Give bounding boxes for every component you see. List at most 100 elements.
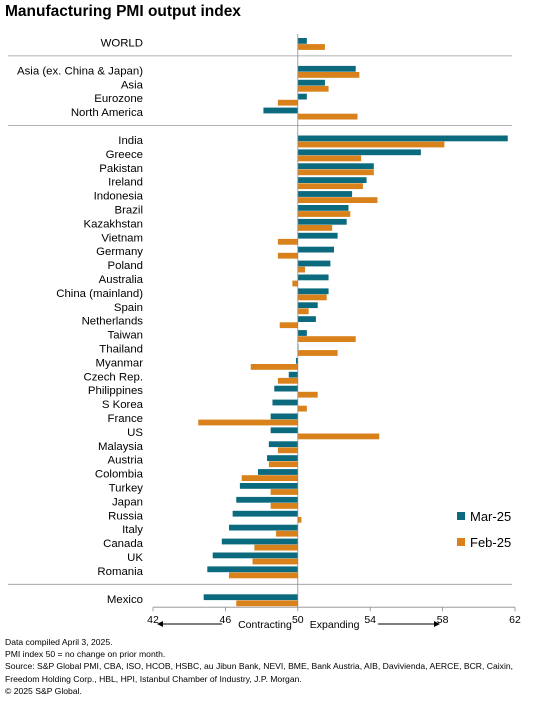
category-label: Vietnam — [101, 232, 143, 244]
bar-mar-25-japan — [236, 496, 298, 503]
bar-feb-25-czech-rep- — [277, 377, 298, 384]
category-label: S Korea — [102, 399, 144, 411]
bar-mar-25-myanmar — [295, 357, 298, 364]
chart-title: Manufacturing PMI output index — [5, 3, 241, 20]
expanding-label: Expanding — [310, 619, 360, 631]
bar-feb-25-uk — [252, 558, 298, 565]
bar-mar-25-ireland — [297, 177, 367, 183]
bar-mar-25-s-korea — [272, 399, 298, 406]
category-label: Ireland — [108, 177, 143, 189]
bar-feb-25-taiwan — [297, 336, 356, 342]
bar-mar-25-indonesia — [297, 191, 353, 197]
category-label: Italy — [122, 524, 143, 536]
bar-mar-25-vietnam — [297, 232, 338, 239]
category-label: Malaysia — [98, 441, 144, 453]
category-label: Asia — [121, 79, 144, 91]
bar-mar-25-india — [297, 135, 508, 142]
bar-feb-25-malaysia — [277, 447, 298, 454]
category-label: Asia (ex. China & Japan) — [17, 65, 143, 77]
bar-mar-25-canada — [221, 538, 298, 545]
bar-mar-25-taiwan — [297, 330, 307, 336]
bar-mar-25-mexico — [203, 594, 298, 601]
bar-mar-25-pakistan — [297, 163, 374, 170]
bar-feb-25-mexico — [236, 600, 298, 607]
category-label: Russia — [108, 510, 143, 522]
bar-feb-25-france — [198, 419, 298, 426]
category-label: Philippines — [88, 385, 143, 397]
bar-mar-25-romania — [207, 566, 298, 573]
bar-feb-25-north-america — [297, 113, 358, 120]
contracting-arrowhead — [157, 621, 163, 627]
bar-feb-25-canada — [254, 544, 298, 551]
category-label: Netherlands — [82, 316, 144, 328]
category-label: Mexico — [107, 594, 143, 606]
bar-feb-25-turkey — [270, 489, 298, 495]
pmi-bar-chart: WORLD Asia (ex. China & Japan) Asia Eurozon… — [8, 34, 521, 631]
chart-footer: Data compiled April 3, 2025. PMI index 5… — [5, 636, 535, 697]
bar-mar-25-greece — [297, 149, 421, 156]
x-tick-label: 50 — [292, 614, 304, 626]
bar-feb-25-italy — [276, 530, 298, 537]
category-label: Canada — [103, 538, 144, 550]
footer-compiled: Data compiled April 3, 2025. — [5, 637, 113, 647]
bar-mar-25-uk — [212, 552, 298, 559]
bar-feb-25-s-korea — [297, 405, 307, 412]
footer-source: Source: S&P Global PMI, CBA, ISO, HCOB, … — [5, 661, 514, 684]
bar-mar-25-us — [270, 427, 298, 434]
bar-feb-25-germany — [277, 252, 298, 259]
legend-swatch-feb-25 — [457, 538, 465, 546]
category-label: Pakistan — [99, 163, 143, 175]
category-label: Romania — [97, 566, 143, 578]
category-label: WORLD — [101, 38, 143, 50]
bar-mar-25-colombia — [257, 469, 298, 475]
category-label: Austria — [108, 455, 144, 467]
category-label: Poland — [108, 260, 143, 272]
contracting-label: Contracting — [238, 619, 292, 631]
category-label: Myanmar — [96, 357, 144, 369]
footer-copyright: © 2025 S&P Global. — [5, 685, 82, 696]
category-label: Turkey — [109, 483, 144, 495]
x-tick-label: 62 — [509, 614, 521, 626]
bar-feb-25-kazakhstan — [297, 225, 333, 231]
bar-mar-25-kazakhstan — [297, 218, 347, 225]
bar-mar-25-brazil — [297, 205, 349, 211]
bar-mar-25-czech-rep- — [288, 371, 298, 378]
category-label: UK — [127, 552, 143, 564]
footer-note: PMI index 50 = no change on prior month. — [5, 649, 166, 660]
bar-feb-25-colombia — [241, 475, 298, 481]
legend-label-mar-25: Mar-25 — [470, 509, 511, 524]
category-label: Indonesia — [94, 191, 144, 203]
category-label: Spain — [114, 302, 143, 314]
bar-mar-25-philippines — [274, 385, 298, 392]
bar-mar-25-australia — [297, 274, 329, 281]
category-label: Germany — [96, 246, 143, 258]
bar-mar-25-netherlands — [297, 316, 316, 322]
bar-feb-25-india — [297, 141, 445, 148]
category-label: India — [118, 135, 143, 147]
bar-feb-25-asia — [297, 85, 329, 92]
bar-feb-25-australia — [292, 280, 298, 287]
bar-feb-25-brazil — [297, 211, 351, 217]
bar-feb-25-romania — [229, 572, 298, 579]
expanding-arrowhead — [434, 621, 440, 627]
bar-mar-25-france — [270, 413, 298, 420]
bar-mar-25-asia-ex-china-japan- — [297, 65, 356, 72]
bar-mar-25-poland — [297, 260, 331, 267]
x-tick-label: 46 — [220, 614, 232, 626]
category-label: Czech Rep. — [83, 371, 143, 383]
bar-mar-25-germany — [297, 246, 334, 253]
category-label: Brazil — [115, 205, 143, 217]
bar-feb-25-china-mainland- — [297, 294, 327, 301]
bar-feb-25-greece — [297, 155, 362, 162]
bar-feb-25-pakistan — [297, 169, 374, 176]
category-label: Taiwan — [108, 330, 143, 342]
bar-feb-25-thailand — [297, 350, 338, 356]
bar-feb-25-indonesia — [297, 197, 378, 203]
legend-label-feb-25: Feb-25 — [470, 535, 511, 550]
category-label: Australia — [99, 274, 144, 286]
bar-feb-25-myanmar — [250, 364, 298, 370]
bar-feb-25-netherlands — [279, 322, 298, 329]
category-label: US — [127, 427, 143, 439]
category-label: China (mainland) — [56, 288, 143, 300]
x-tick-label: 42 — [147, 614, 159, 626]
